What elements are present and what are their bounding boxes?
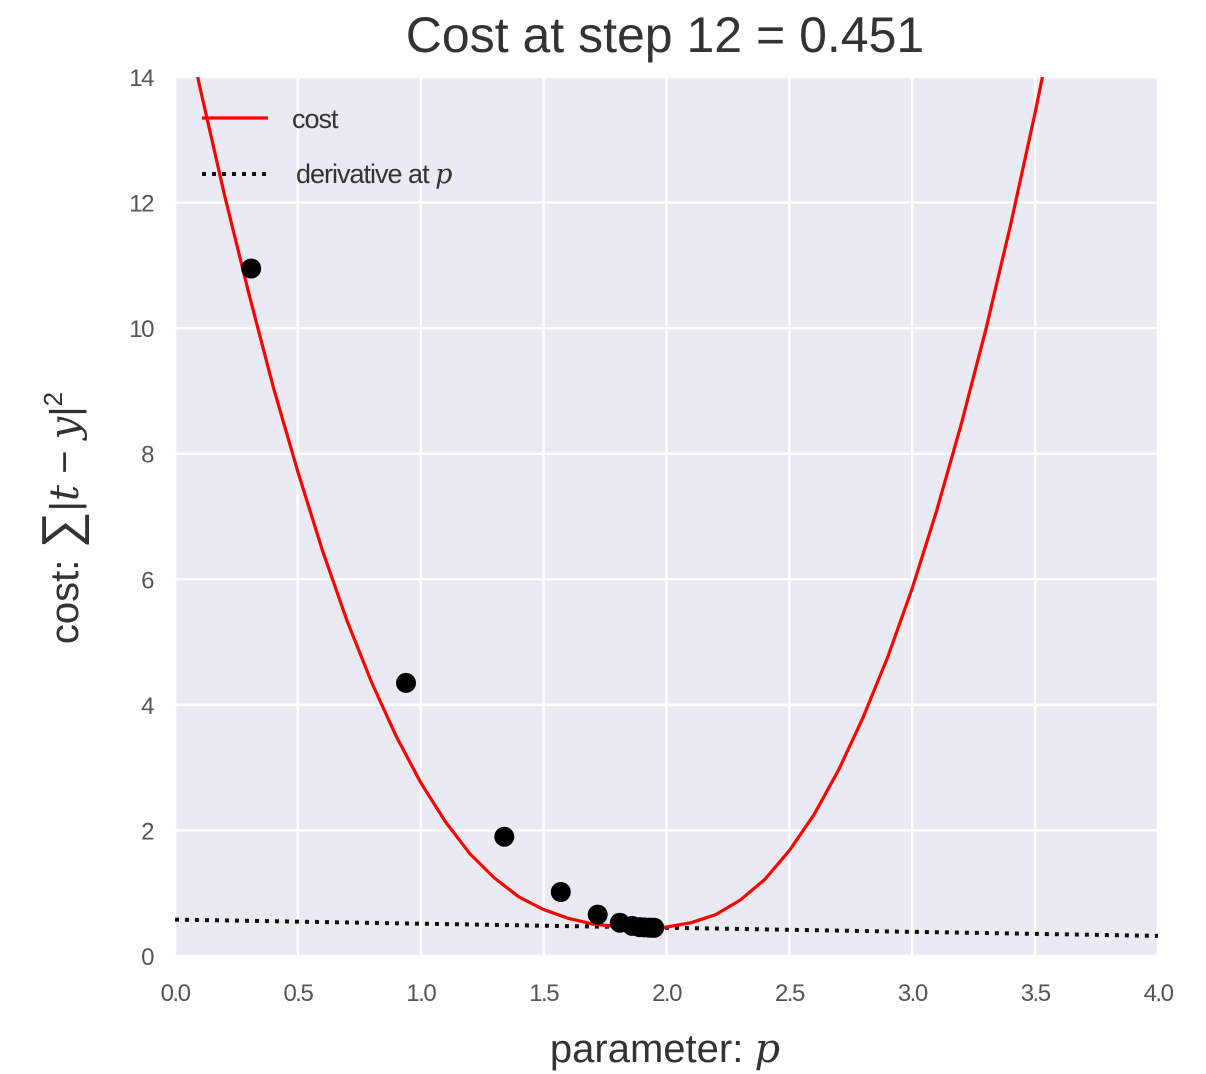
y-tick-label: 2 (141, 818, 154, 845)
y-tick-label: 4 (141, 693, 154, 720)
x-tick-label: 2.0 (652, 980, 682, 1007)
x-tick-label: 0.5 (283, 980, 313, 1007)
step-point (550, 882, 571, 902)
x-tick-label: 3.5 (1021, 980, 1051, 1007)
y-tick-label: 14 (129, 65, 154, 92)
step-point (587, 904, 608, 925)
x-tick-label: 0.0 (161, 980, 191, 1007)
step-point (241, 258, 262, 279)
x-tick-labels: 0.0 0.5 1.0 1.5 2.0 2.5 3.0 3.5 4.0 (161, 980, 1176, 1007)
legend: cost derivative at p (202, 104, 453, 190)
y-tick-label: 10 (129, 316, 154, 343)
x-tick-label: 1.5 (529, 980, 559, 1007)
x-tick-label: 2.5 (775, 980, 805, 1007)
legend-cost-label: cost (292, 104, 339, 134)
grid (173, 75, 1160, 958)
legend-derivative-label: derivative at p (296, 159, 452, 190)
x-tick-label: 3.0 (898, 980, 928, 1007)
y-tick-label: 12 (129, 191, 154, 218)
step-point (644, 917, 665, 938)
y-tick-labels: 0 2 4 6 8 10 12 14 (129, 65, 155, 971)
step-point (494, 826, 515, 847)
y-tick-label: 0 (141, 944, 154, 971)
chart-title: Cost at step 12 = 0.451 (406, 7, 924, 63)
y-tick-label: 6 (141, 567, 154, 594)
step-points (241, 258, 665, 938)
x-tick-label: 4.0 (1144, 980, 1174, 1007)
y-axis-label: cost: ∑|t − y|2 (32, 392, 90, 644)
x-axis-label: parameter: p (550, 1026, 780, 1072)
step-point (396, 672, 416, 693)
y-tick-label: 8 (141, 442, 154, 469)
x-tick-label: 1.0 (406, 980, 436, 1007)
